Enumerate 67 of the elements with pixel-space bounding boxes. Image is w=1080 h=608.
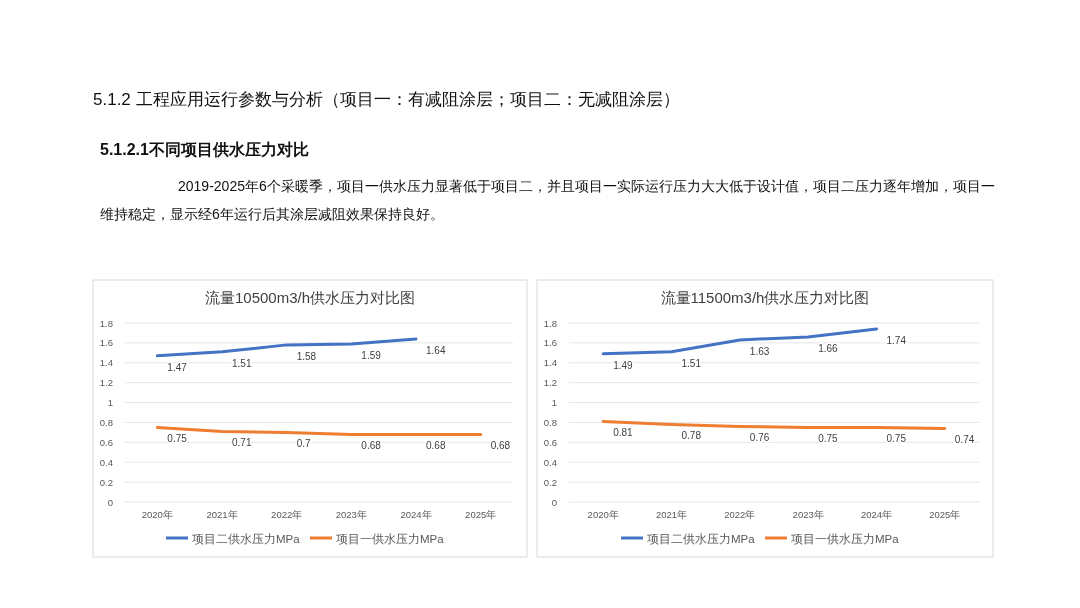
y-tick-label: 0.6 xyxy=(543,436,557,448)
x-tick-label: 2023年 xyxy=(792,509,824,520)
y-tick-label: 0.8 xyxy=(543,416,557,428)
x-tick-label: 2023年 xyxy=(335,509,367,520)
data-label: 0.75 xyxy=(167,433,188,445)
data-label: 1.58 xyxy=(296,350,317,362)
data-label: 0.78 xyxy=(681,430,702,442)
data-label: 0.74 xyxy=(954,434,975,446)
y-tick-label: 1.6 xyxy=(543,337,557,349)
y-tick-label: 1 xyxy=(551,397,557,409)
line-series xyxy=(155,425,483,436)
data-label: 1.74 xyxy=(886,334,907,346)
y-tick-label: 1.6 xyxy=(99,337,113,349)
y-tick-label: 0.2 xyxy=(99,476,113,488)
y-tick-label: 0.6 xyxy=(99,436,113,448)
x-tick-label: 2024年 xyxy=(400,509,432,520)
data-label: 0.68 xyxy=(361,440,382,452)
legend-label: 项目二供水压力MPa xyxy=(647,532,756,545)
data-label: 1.51 xyxy=(232,357,252,369)
data-label: 0.68 xyxy=(426,440,446,452)
y-tick-label: 1.8 xyxy=(543,317,557,329)
y-tick-label: 0.8 xyxy=(99,416,113,428)
y-tick-label: 1 xyxy=(107,397,113,409)
y-tick-label: 0.4 xyxy=(99,456,113,468)
y-tick-label: 1.8 xyxy=(99,317,113,329)
y-tick-label: 1.2 xyxy=(543,377,557,389)
chart-title: 流量10500m3/h供水压力对比图 xyxy=(204,289,416,306)
x-tick-label: 2020年 xyxy=(587,509,619,520)
x-tick-label: 2024年 xyxy=(860,509,893,520)
data-label: 1.47 xyxy=(167,361,188,373)
text: 5.1.2.1不同项目供水压力对比 xyxy=(100,140,310,160)
x-tick-label: 2020年 xyxy=(141,509,173,520)
data-label: 0.76 xyxy=(749,432,770,444)
y-tick-label: 0.2 xyxy=(543,476,557,488)
data-label: 1.63 xyxy=(749,345,770,357)
line-series xyxy=(601,327,878,356)
data-label: 1.64 xyxy=(426,344,446,356)
data-label: 1.59 xyxy=(361,349,382,361)
data-label: 0.81 xyxy=(613,427,634,439)
y-tick-label: 1.4 xyxy=(99,357,113,369)
data-label: 0.75 xyxy=(818,433,839,445)
data-label: 1.49 xyxy=(613,359,634,371)
data-label: 0.75 xyxy=(886,433,907,445)
legend-label: 项目二供水压力MPa xyxy=(192,532,301,545)
y-tick-label: 0 xyxy=(107,496,113,508)
y-tick-label: 0.4 xyxy=(543,456,557,468)
data-label: 1.66 xyxy=(818,342,839,354)
x-tick-label: 2025年 xyxy=(465,509,497,520)
data-label: 1.51 xyxy=(681,357,702,369)
x-tick-label: 2022年 xyxy=(271,509,303,520)
chart-title: 流量11500m3/h供水压力对比图 xyxy=(660,289,870,306)
data-label: 0.68 xyxy=(490,440,511,452)
text: 5.1.2 工程应用运行参数与分析（项目一：有减阻涂层；项目二：无减阻涂层） xyxy=(93,89,681,111)
y-tick-label: 1.2 xyxy=(99,377,113,389)
y-tick-label: 0 xyxy=(551,496,557,508)
data-label: 0.71 xyxy=(232,437,252,449)
legend-label: 项目一供水压力MPa xyxy=(336,532,445,545)
x-tick-label: 2021年 xyxy=(655,509,688,520)
y-tick-label: 1.4 xyxy=(543,357,557,369)
data-label: 0.7 xyxy=(296,438,312,450)
line-series xyxy=(601,419,947,430)
line-series xyxy=(155,337,418,358)
x-tick-label: 2021年 xyxy=(206,509,238,520)
x-tick-label: 2022年 xyxy=(724,509,756,520)
text: 2019-2025年6个采暖季，项目一供水压力显著低于项目二，并且项目一实际运行压力大大低于设计值，项目二压力逐年增加，项目一维持稳定，显示经6年运行后其涂层减阻效果保持良好。 xyxy=(100,177,996,224)
legend-label: 项目一供水压力MPa xyxy=(791,532,900,545)
x-tick-label: 2025年 xyxy=(929,509,961,520)
